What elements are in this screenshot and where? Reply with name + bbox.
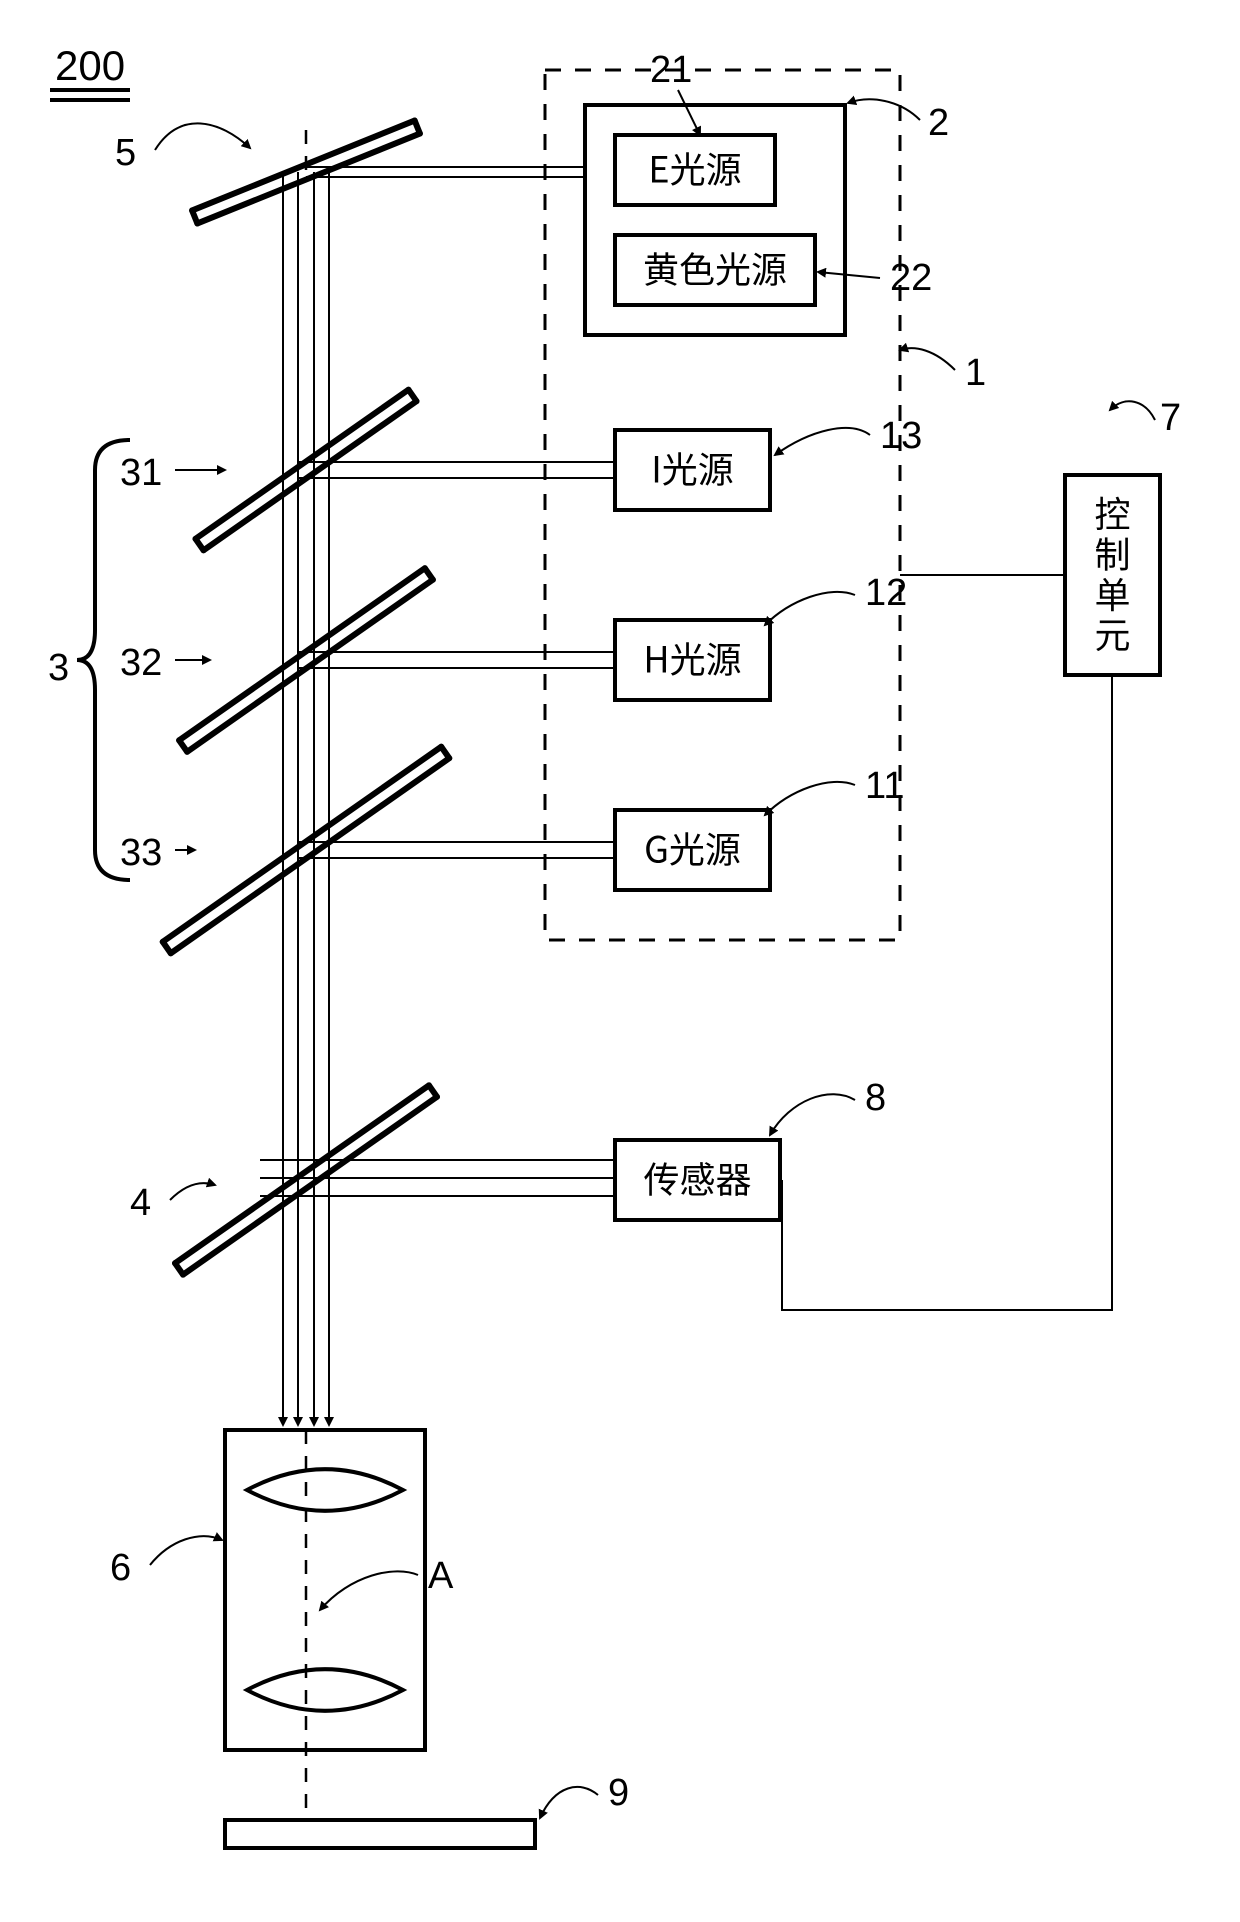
svg-text:1: 1 <box>965 352 986 394</box>
svg-text:4: 4 <box>130 1182 151 1224</box>
svg-text:9: 9 <box>608 1772 629 1814</box>
svg-text:22: 22 <box>890 257 932 299</box>
svg-text:5: 5 <box>115 132 136 174</box>
svg-text:13: 13 <box>880 415 922 457</box>
svg-text:33: 33 <box>120 832 162 874</box>
svg-text:E光源: E光源 <box>648 142 741 194</box>
svg-text:传感器: 传感器 <box>643 1152 751 1204</box>
svg-text:32: 32 <box>120 642 162 684</box>
svg-text:H光源: H光源 <box>643 632 741 684</box>
svg-text:8: 8 <box>865 1077 886 1119</box>
svg-text:6: 6 <box>110 1547 131 1589</box>
svg-text:12: 12 <box>865 572 907 614</box>
svg-text:G光源: G光源 <box>644 822 741 874</box>
svg-text:I光源: I光源 <box>651 442 734 494</box>
svg-text:7: 7 <box>1160 397 1181 439</box>
svg-text:200: 200 <box>55 42 125 89</box>
svg-text:21: 21 <box>650 49 692 91</box>
svg-text:A: A <box>428 1555 454 1597</box>
svg-text:3: 3 <box>48 647 69 689</box>
svg-text:元: 元 <box>1094 607 1130 659</box>
svg-text:11: 11 <box>865 765 904 807</box>
svg-text:2: 2 <box>928 102 949 144</box>
svg-text:31: 31 <box>120 452 162 494</box>
svg-text:黄色光源: 黄色光源 <box>643 242 787 294</box>
